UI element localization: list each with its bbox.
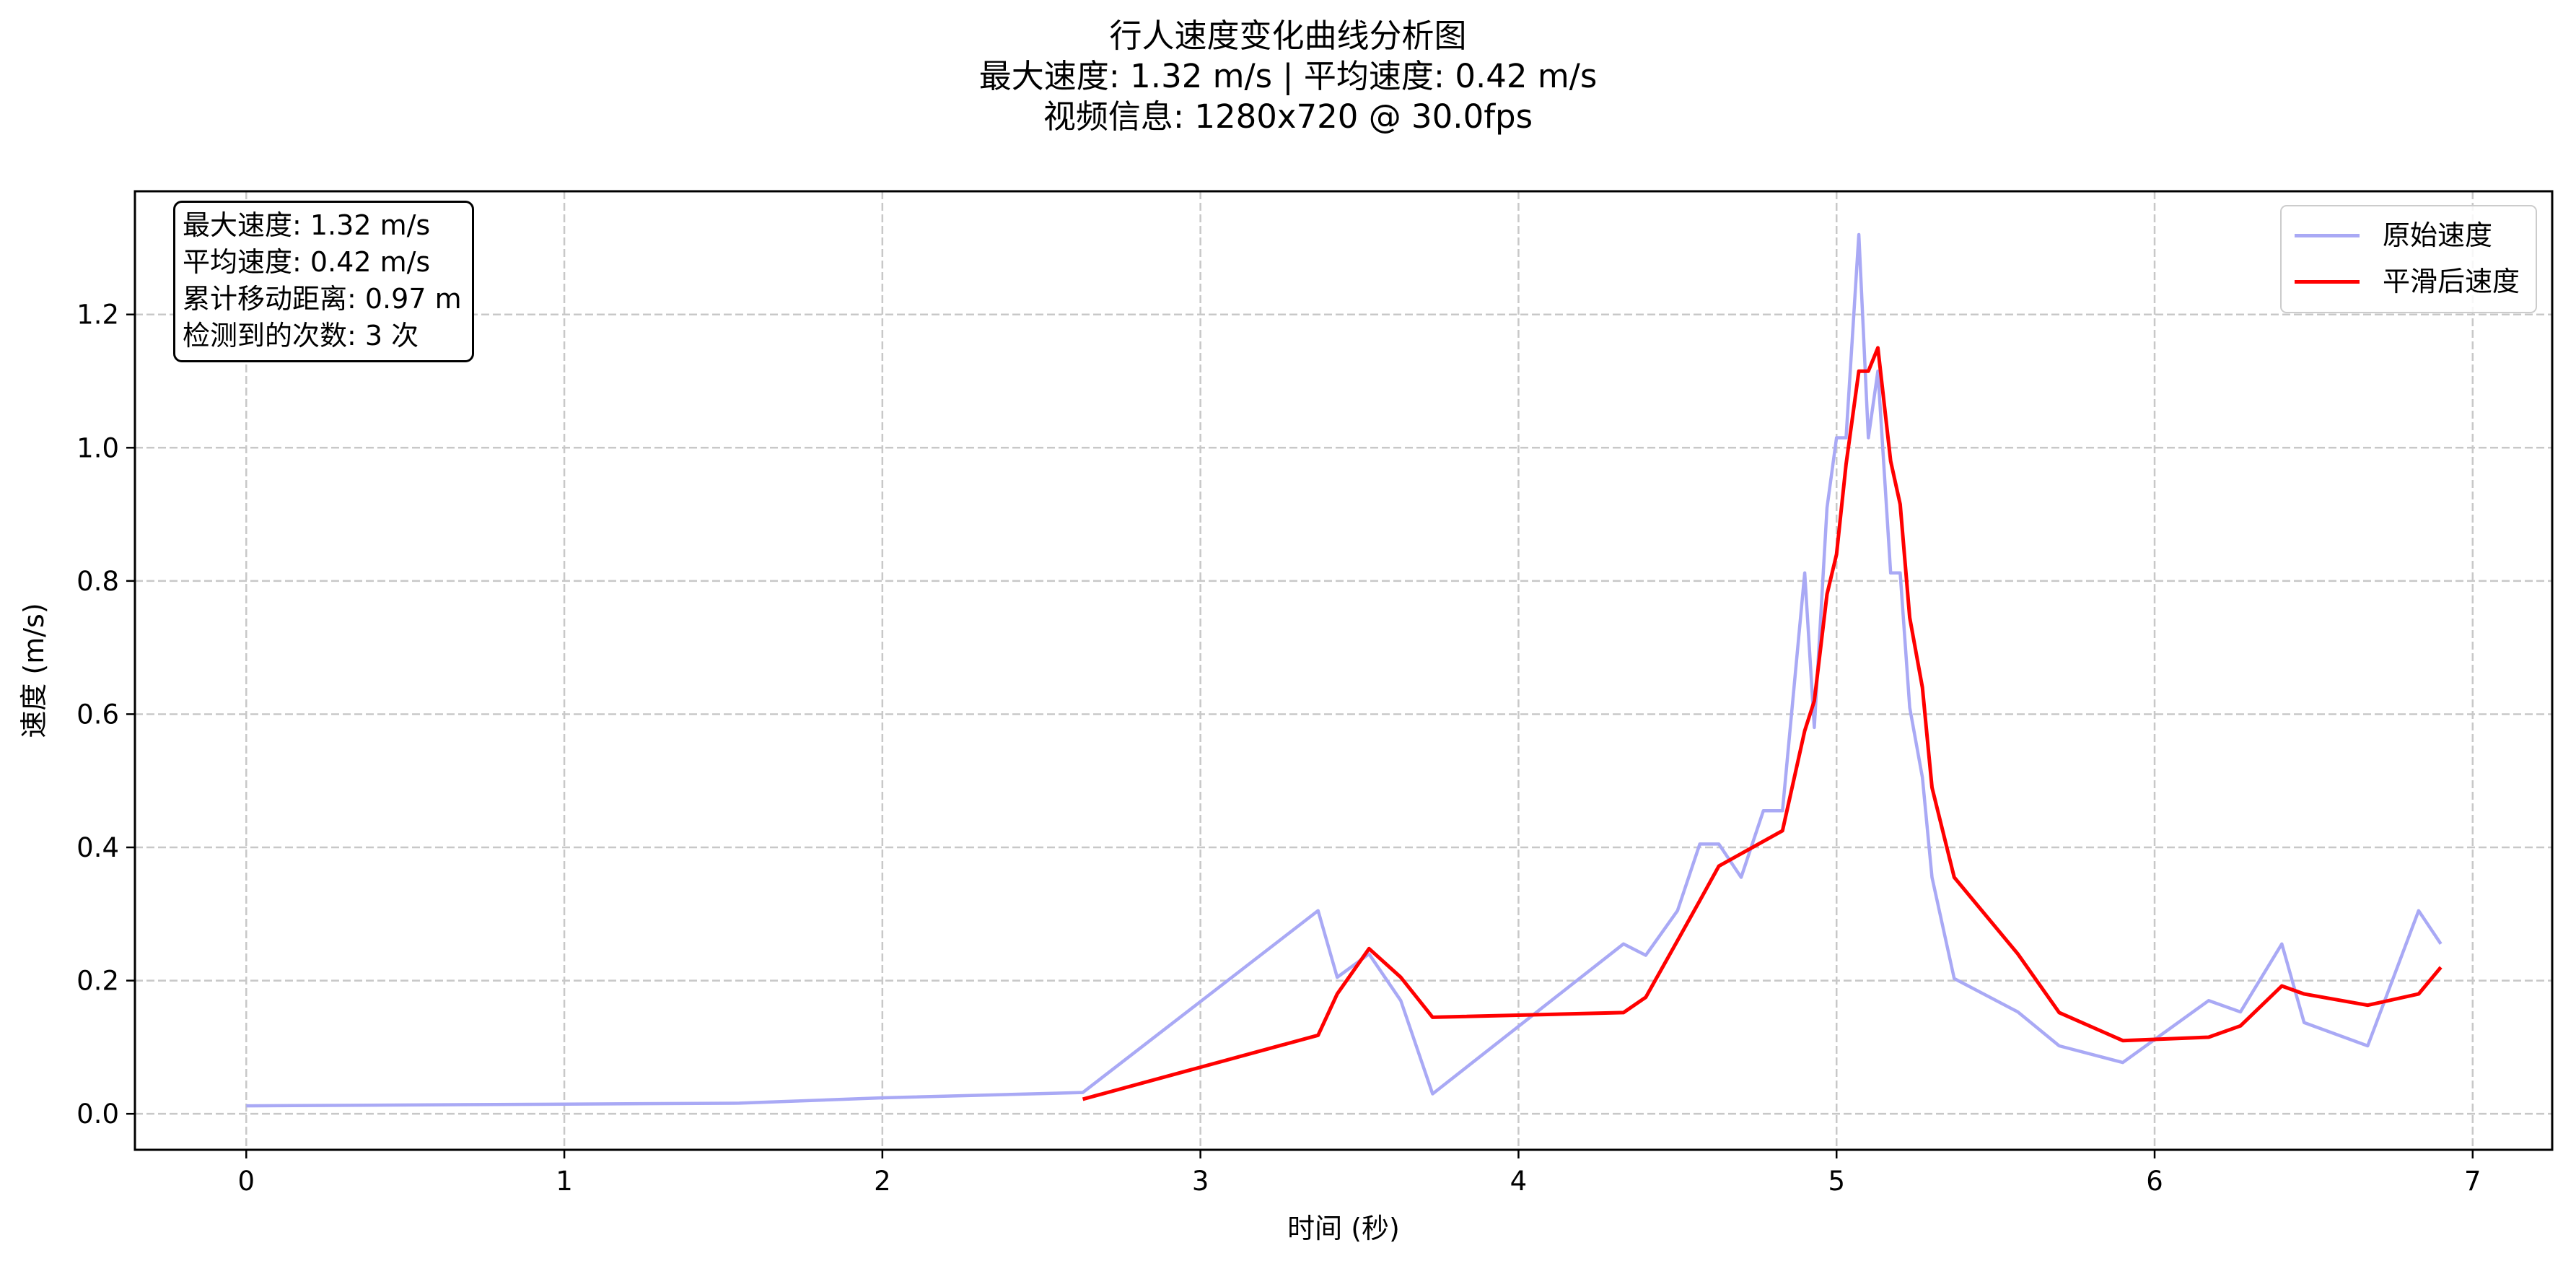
legend-label-smoothed: 平滑后速度 <box>2382 266 2520 297</box>
stats-detections: 检测到的次数: 3 次 <box>183 320 419 352</box>
x-tick-label: 6 <box>2146 1166 2163 1197</box>
y-tick-label: 1.0 <box>76 432 119 463</box>
legend-swatch-raw <box>2294 233 2360 237</box>
x-tick-label: 1 <box>556 1166 573 1197</box>
grid-lines <box>135 191 2552 1150</box>
stats-avg-speed: 平均速度: 0.42 m/s <box>183 246 431 278</box>
y-tick-label: 0.8 <box>76 566 119 597</box>
x-tick-label: 4 <box>1510 1166 1528 1197</box>
x-tick-label: 3 <box>1192 1166 1209 1197</box>
legend-label-raw: 原始速度 <box>2382 219 2492 251</box>
legend-item-raw: 原始速度 <box>2294 212 2520 258</box>
series-lines <box>246 232 2443 1108</box>
title-line-2: 最大速度: 1.32 m/s | 平均速度: 0.42 m/s <box>978 57 1598 95</box>
stats-max-speed: 最大速度: 1.32 m/s <box>183 209 431 241</box>
x-tick-label: 2 <box>874 1166 891 1197</box>
x-tick-label: 5 <box>1828 1166 1845 1197</box>
stats-total-distance: 累计移动距离: 0.97 m <box>183 283 462 315</box>
chart-title: 行人速度变化曲线分析图 最大速度: 1.32 m/s | 平均速度: 0.42 … <box>0 16 2576 137</box>
chart-legend: 原始速度 平滑后速度 <box>2279 205 2537 313</box>
y-tick-label: 0.4 <box>76 832 119 863</box>
y-axis-label: 速度 (m/s) <box>18 603 50 738</box>
legend-swatch-smoothed <box>2294 279 2360 284</box>
axis-ticks: 0 1 2 3 4 5 6 7 0.0 0.2 0.4 0.6 0.8 1.0 1.2 <box>76 300 2481 1197</box>
y-tick-label: 0.6 <box>76 699 119 730</box>
plot-frame <box>133 190 2554 1151</box>
y-tick-label: 1.2 <box>76 300 119 331</box>
title-line-1: 行人速度变化曲线分析图 <box>1109 17 1467 55</box>
title-line-3: 视频信息: 1280x720 @ 30.0fps <box>1043 97 1533 136</box>
stats-box: 最大速度: 1.32 m/s 平均速度: 0.42 m/s 累计移动距离: 0.… <box>173 201 474 362</box>
y-tick-label: 0.2 <box>76 966 119 997</box>
y-tick-label: 0.0 <box>76 1099 119 1130</box>
raw-speed-line <box>246 232 2443 1108</box>
x-tick-label: 0 <box>238 1166 255 1197</box>
x-tick-label: 7 <box>2464 1166 2481 1197</box>
legend-item-smoothed: 平滑后速度 <box>2294 258 2520 305</box>
x-axis-label: 时间 (秒) <box>1287 1213 1400 1244</box>
smoothed-speed-line <box>1082 346 2443 1101</box>
